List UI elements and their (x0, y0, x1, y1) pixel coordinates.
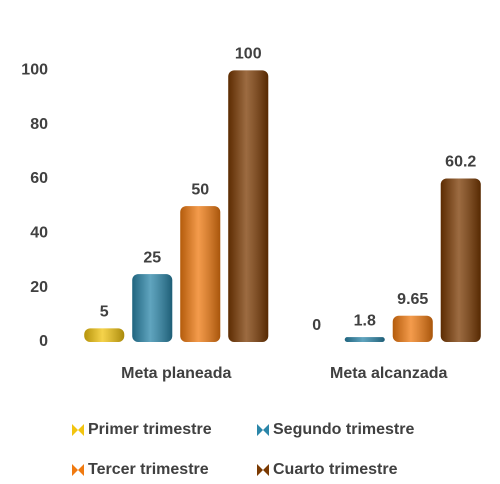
value-label: 50 (191, 181, 209, 198)
legend-label: Segundo trimestre (273, 421, 414, 438)
value-label: 9.65 (397, 291, 428, 308)
y-tick-label: 0 (39, 333, 48, 350)
y-tick-label: 60 (30, 170, 48, 187)
bar-shade (84, 328, 125, 342)
value-label: 60.2 (445, 154, 476, 171)
bar-shade (344, 337, 385, 342)
value-label: 25 (143, 249, 161, 266)
legend-swatch (257, 464, 269, 476)
x-tick-label: Meta alcanzada (330, 365, 447, 382)
y-tick-label: 100 (21, 62, 48, 79)
value-label: 5 (100, 304, 109, 321)
legend-label: Cuarto trimestre (273, 461, 398, 478)
bar-shade (180, 206, 221, 342)
value-label: 1.8 (354, 312, 376, 329)
bar-shade (132, 274, 173, 342)
y-tick-label: 80 (30, 116, 48, 133)
legend-swatch (257, 424, 269, 436)
bar-shade (440, 178, 481, 342)
legend-swatch (72, 464, 84, 476)
bar-shade (392, 315, 433, 342)
legend-label: Primer trimestre (88, 421, 212, 438)
value-label: 100 (235, 46, 262, 63)
y-tick-label: 20 (30, 279, 48, 296)
bar-shade (228, 70, 269, 342)
value-label: 0 (312, 317, 321, 334)
x-tick-label: Meta planeada (121, 365, 231, 382)
legend-label: Tercer trimestre (88, 461, 209, 478)
legend-swatch (72, 424, 84, 436)
y-tick-label: 40 (30, 225, 48, 242)
